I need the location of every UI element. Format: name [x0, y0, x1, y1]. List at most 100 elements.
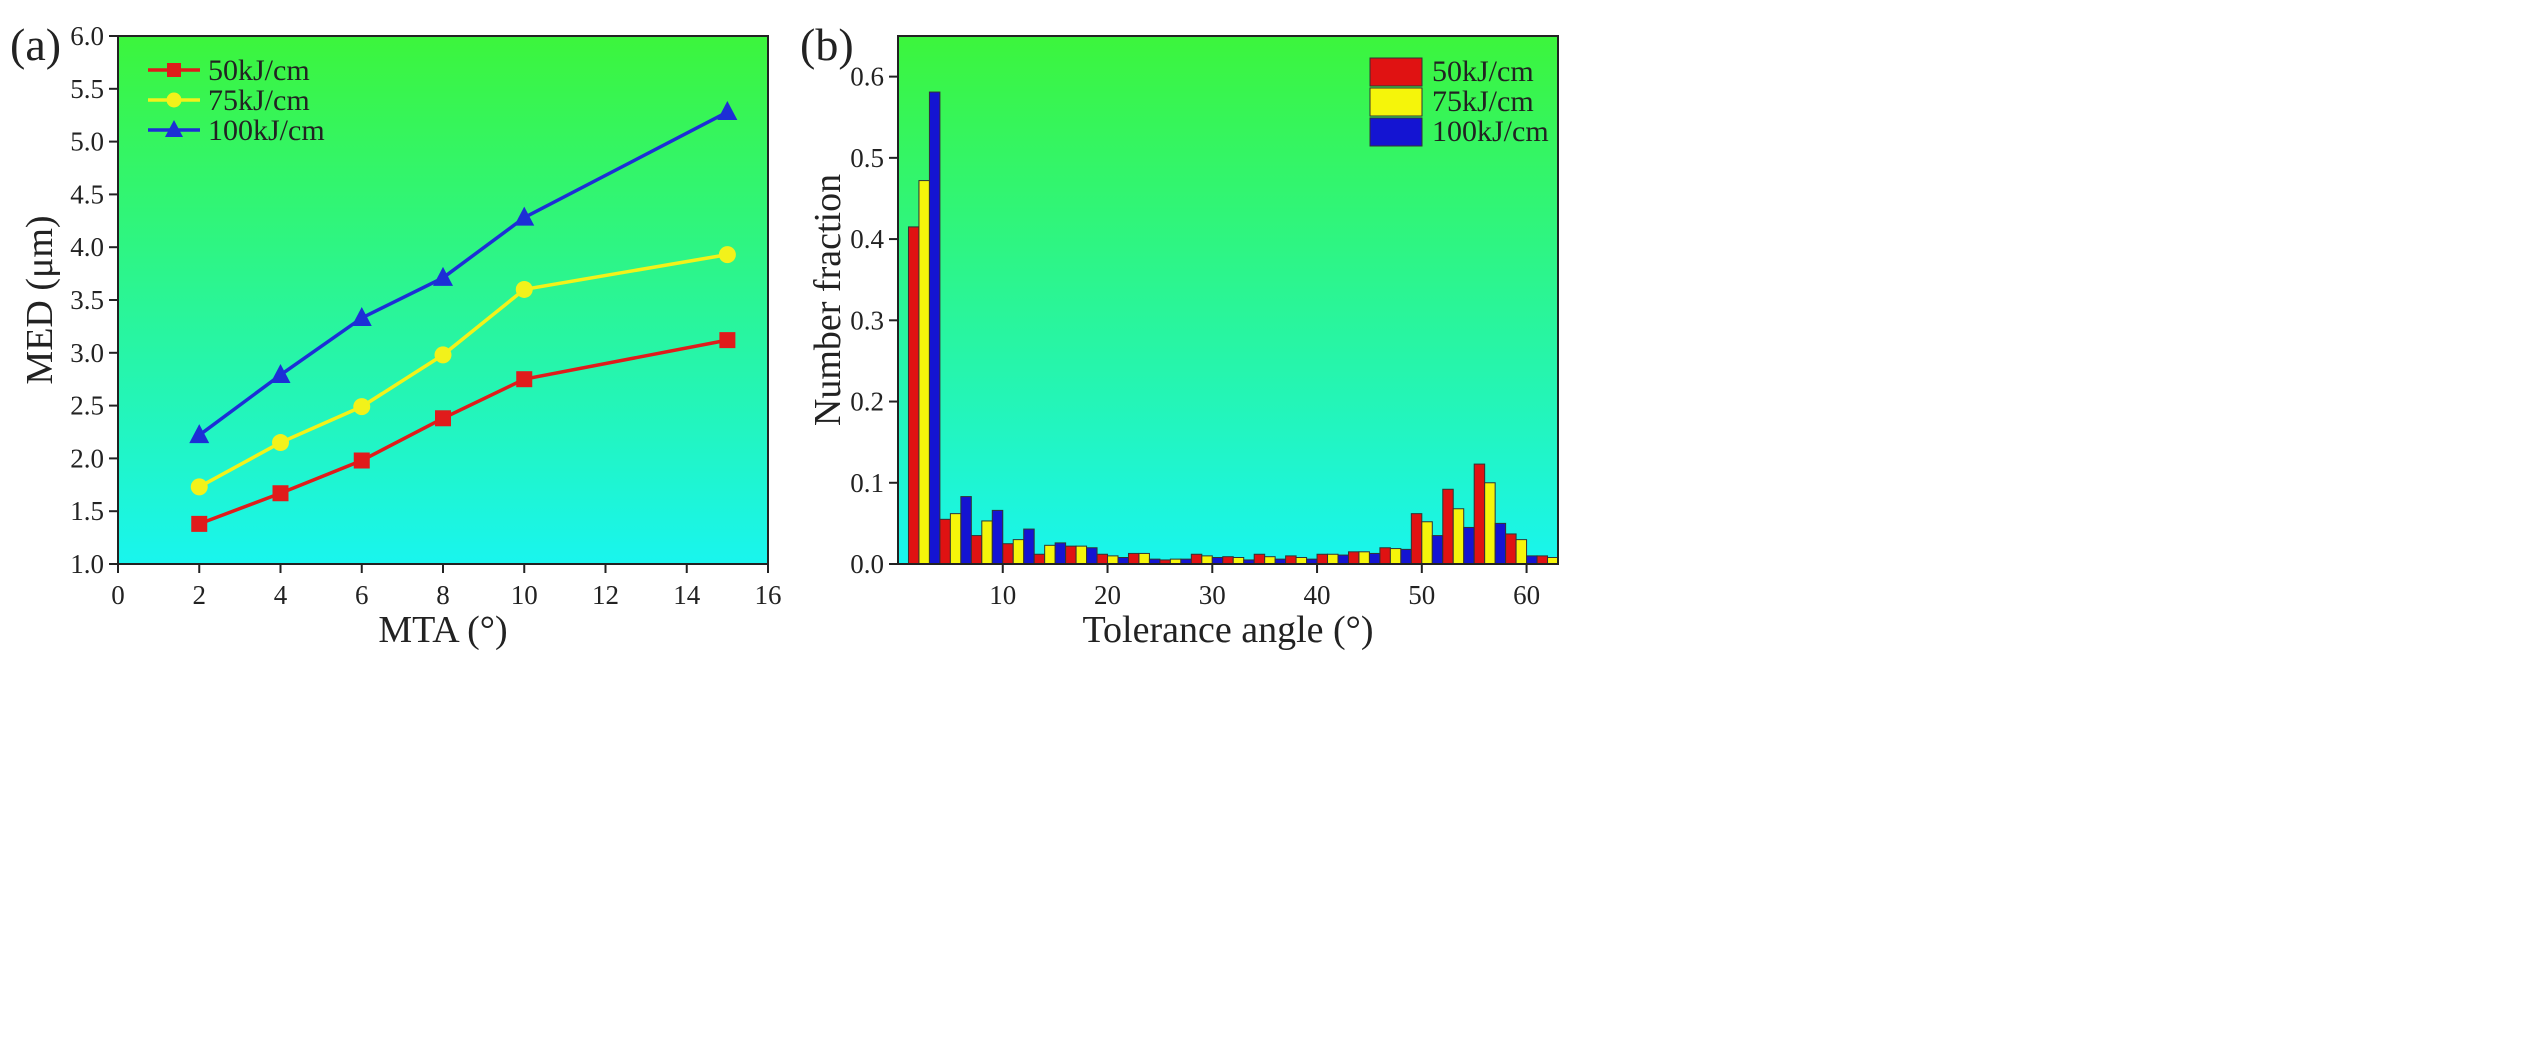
y-tick-label: 0.3 [850, 305, 884, 335]
x-tick-label: 12 [592, 580, 619, 610]
data-point-circle [434, 346, 452, 364]
panel-b-axes: 10 20 30 40 50 60 0.0 0.1 0.2 0.3 0.4 0.5 0.6 [850, 62, 1540, 610]
series-100kJ/cm [189, 101, 738, 444]
legend-label: 75kJ/cm [208, 84, 310, 117]
data-point-square [272, 485, 289, 502]
data-point-triangle [189, 424, 210, 444]
y-tick-label: 2.5 [70, 391, 104, 421]
bar-50kJ/cm [1190, 553, 1203, 565]
legend-label: 100kJ/cm [208, 114, 325, 147]
y-tick-label: 3.0 [70, 338, 104, 368]
bar-100kJ/cm [960, 496, 972, 565]
data-point-square [191, 515, 208, 532]
bar-100kJ/cm [1368, 552, 1381, 565]
x-tick-label: 10 [511, 580, 538, 610]
bar-75kJ/cm [918, 180, 930, 565]
bar-50kJ/cm [1096, 553, 1109, 565]
panel-b-plot-frame [897, 35, 1559, 565]
bar-75kJ/cm [1358, 551, 1370, 565]
x-tick-label: 0 [111, 580, 125, 610]
data-point-square [353, 452, 370, 469]
legend-marker-triangle [165, 120, 183, 137]
x-tick-label: 4 [274, 580, 288, 610]
bar-100kJ/cm [1463, 526, 1475, 565]
bar-50kJ/cm [1379, 547, 1391, 565]
y-tick-label: 5.0 [70, 127, 104, 157]
bar-100kJ/cm [1054, 542, 1067, 565]
series-line [198, 338, 728, 526]
panel-b-x-axis-title: Tolerance angle (°) [1082, 609, 1373, 651]
x-tick-label: 6 [355, 580, 369, 610]
bar-100kJ/cm [1086, 547, 1098, 565]
legend-marker-circle [166, 92, 182, 108]
y-tick-label: 0.5 [850, 143, 884, 173]
bar-50kJ/cm [1253, 553, 1266, 565]
legend-swatch [1369, 57, 1423, 87]
bar-75kJ/cm [1201, 555, 1213, 565]
legend-label: 50kJ/cm [208, 54, 310, 87]
panel-b-bar-chart: 10 20 30 40 50 60 0.0 0.1 0.2 0.3 0.4 0.5 0.6 50kJ/c… [800, 19, 1559, 651]
data-point-square [516, 371, 533, 388]
bar-75kJ/cm [1044, 544, 1056, 565]
panel-a-series-group [189, 101, 738, 532]
bar-100kJ/cm [1526, 555, 1538, 565]
bar-50kJ/cm [1065, 545, 1077, 565]
y-tick-label: 4.5 [70, 179, 104, 209]
y-tick-label: 5.5 [70, 74, 104, 104]
bar-100kJ/cm [1337, 554, 1349, 565]
bar-50kJ/cm [1222, 556, 1234, 565]
legend-label: 75kJ/cm [1432, 85, 1534, 118]
x-tick-label: 14 [673, 580, 701, 610]
bar-50kJ/cm [1505, 533, 1517, 565]
y-tick-label: 3.5 [70, 285, 104, 315]
data-point-triangle [270, 363, 291, 383]
data-point-triangle [351, 306, 372, 326]
panel-a-label: (a) [10, 19, 61, 70]
series-75kJ/cm [190, 246, 736, 496]
bar-50kJ/cm [907, 226, 920, 565]
bar-75kJ/cm [1515, 539, 1528, 565]
bar-50kJ/cm [1002, 543, 1014, 565]
y-tick-label: 0.6 [850, 62, 884, 92]
bar-75kJ/cm [1075, 545, 1088, 565]
bar-50kJ/cm [970, 535, 983, 565]
data-point-square [719, 332, 736, 349]
panel-b-plot-background [898, 36, 1558, 564]
x-tick-label: 8 [436, 580, 450, 610]
bar-75kJ/cm [1107, 555, 1119, 565]
bar-100kJ/cm [1494, 522, 1507, 565]
y-tick-label: 2.0 [70, 443, 104, 473]
y-tick-label: 1.5 [70, 496, 104, 526]
bar-75kJ/cm [981, 520, 993, 565]
bar-50kJ/cm [1410, 513, 1423, 565]
data-point-triangle [717, 101, 738, 121]
panel-b-label: (b) [800, 19, 854, 70]
x-tick-label: 60 [1513, 580, 1540, 610]
bar-75kJ/cm [1421, 521, 1433, 565]
panel-a-axes: 0 2 4 6 8 10 12 14 16 1.0 1.5 2.0 2.5 3.0 3.5 4.0 4.5 5.0… [70, 21, 781, 610]
bar-75kJ/cm [1452, 508, 1465, 565]
bar-50kJ/cm [1285, 555, 1297, 565]
panel-b-bars-group [907, 91, 1559, 565]
data-point-triangle [514, 206, 535, 226]
y-tick-label: 0.1 [850, 468, 884, 498]
y-tick-label: 0.0 [850, 549, 884, 579]
panel-a-line-chart: 0 2 4 6 8 10 12 14 16 1.0 1.5 2.0 2.5 3.0 3.5 4.0 4.5 5.0… [10, 19, 782, 651]
x-tick-label: 2 [193, 580, 207, 610]
data-point-triangle [433, 266, 453, 286]
bar-75kJ/cm [1264, 556, 1276, 565]
y-tick-label: 0.4 [850, 224, 884, 254]
panel-a-y-axis-title: MED (μm) [19, 215, 61, 384]
bar-50kJ/cm [1473, 463, 1486, 565]
bar-100kJ/cm [1431, 535, 1444, 565]
series-line [198, 110, 729, 437]
data-point-circle [515, 280, 533, 298]
bar-75kJ/cm [1389, 548, 1402, 565]
data-point-circle [190, 478, 208, 496]
bar-75kJ/cm [1484, 482, 1496, 565]
x-tick-label: 16 [755, 580, 782, 610]
bar-75kJ/cm [1138, 552, 1150, 565]
data-point-circle [718, 246, 736, 264]
